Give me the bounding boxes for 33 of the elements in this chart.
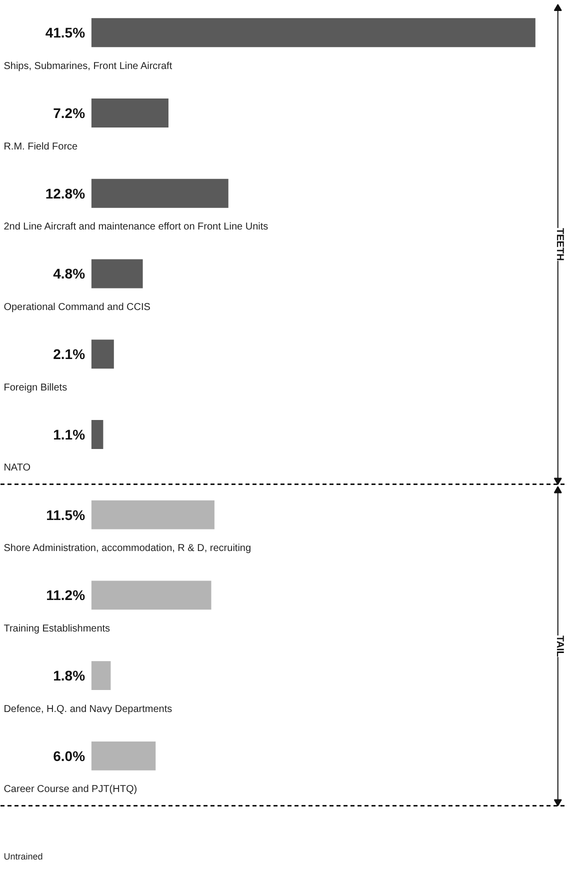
- bar: [91, 340, 114, 369]
- data-label: 4.8%: [53, 266, 86, 282]
- y-tick-label: NATO: [4, 462, 31, 474]
- y-tick-label: Foreign Billets: [4, 382, 68, 394]
- data-label: 7.2%: [53, 105, 86, 122]
- bar: [91, 661, 111, 690]
- bar: [91, 178, 228, 208]
- y-tick-label: Operational Command and CCIS: [4, 302, 151, 313]
- text: Untrained: [4, 851, 43, 862]
- data-label: 11.2%: [46, 587, 86, 604]
- bar: [91, 259, 143, 288]
- y-tick-label: Defence, H.Q. and Navy Departments: [4, 704, 172, 715]
- y-tick-label: Career Course and PJT(HTQ): [4, 784, 138, 796]
- data-label: 1.1%: [53, 426, 86, 442]
- text: TAIL: [554, 636, 565, 657]
- bar: [91, 420, 104, 449]
- data-label: 41.5%: [45, 24, 86, 41]
- bar: [91, 741, 156, 770]
- data-label: 1.8%: [53, 668, 86, 684]
- data-label: 12.8%: [45, 185, 86, 202]
- text: TEETH: [554, 228, 565, 261]
- data-label: 6.0%: [53, 748, 86, 764]
- bar: [91, 500, 214, 530]
- bar: [91, 98, 168, 128]
- y-tick-label: Ships, Submarines, Front Line Aircraft: [4, 60, 172, 72]
- bar: [91, 580, 212, 610]
- data-label: 2.1%: [53, 346, 86, 362]
- y-tick-label: 2nd Line Aircraft and maintenance effort on Front Line Units: [4, 222, 268, 233]
- y-tick-label: R.M. Field Force: [4, 141, 78, 152]
- y-tick-label: Shore Administration, accommodation, R & D, recruiting: [4, 543, 252, 554]
- bar: [91, 18, 536, 48]
- y-tick-label: Training Establishments: [4, 623, 110, 634]
- data-label: 11.5%: [46, 506, 86, 523]
